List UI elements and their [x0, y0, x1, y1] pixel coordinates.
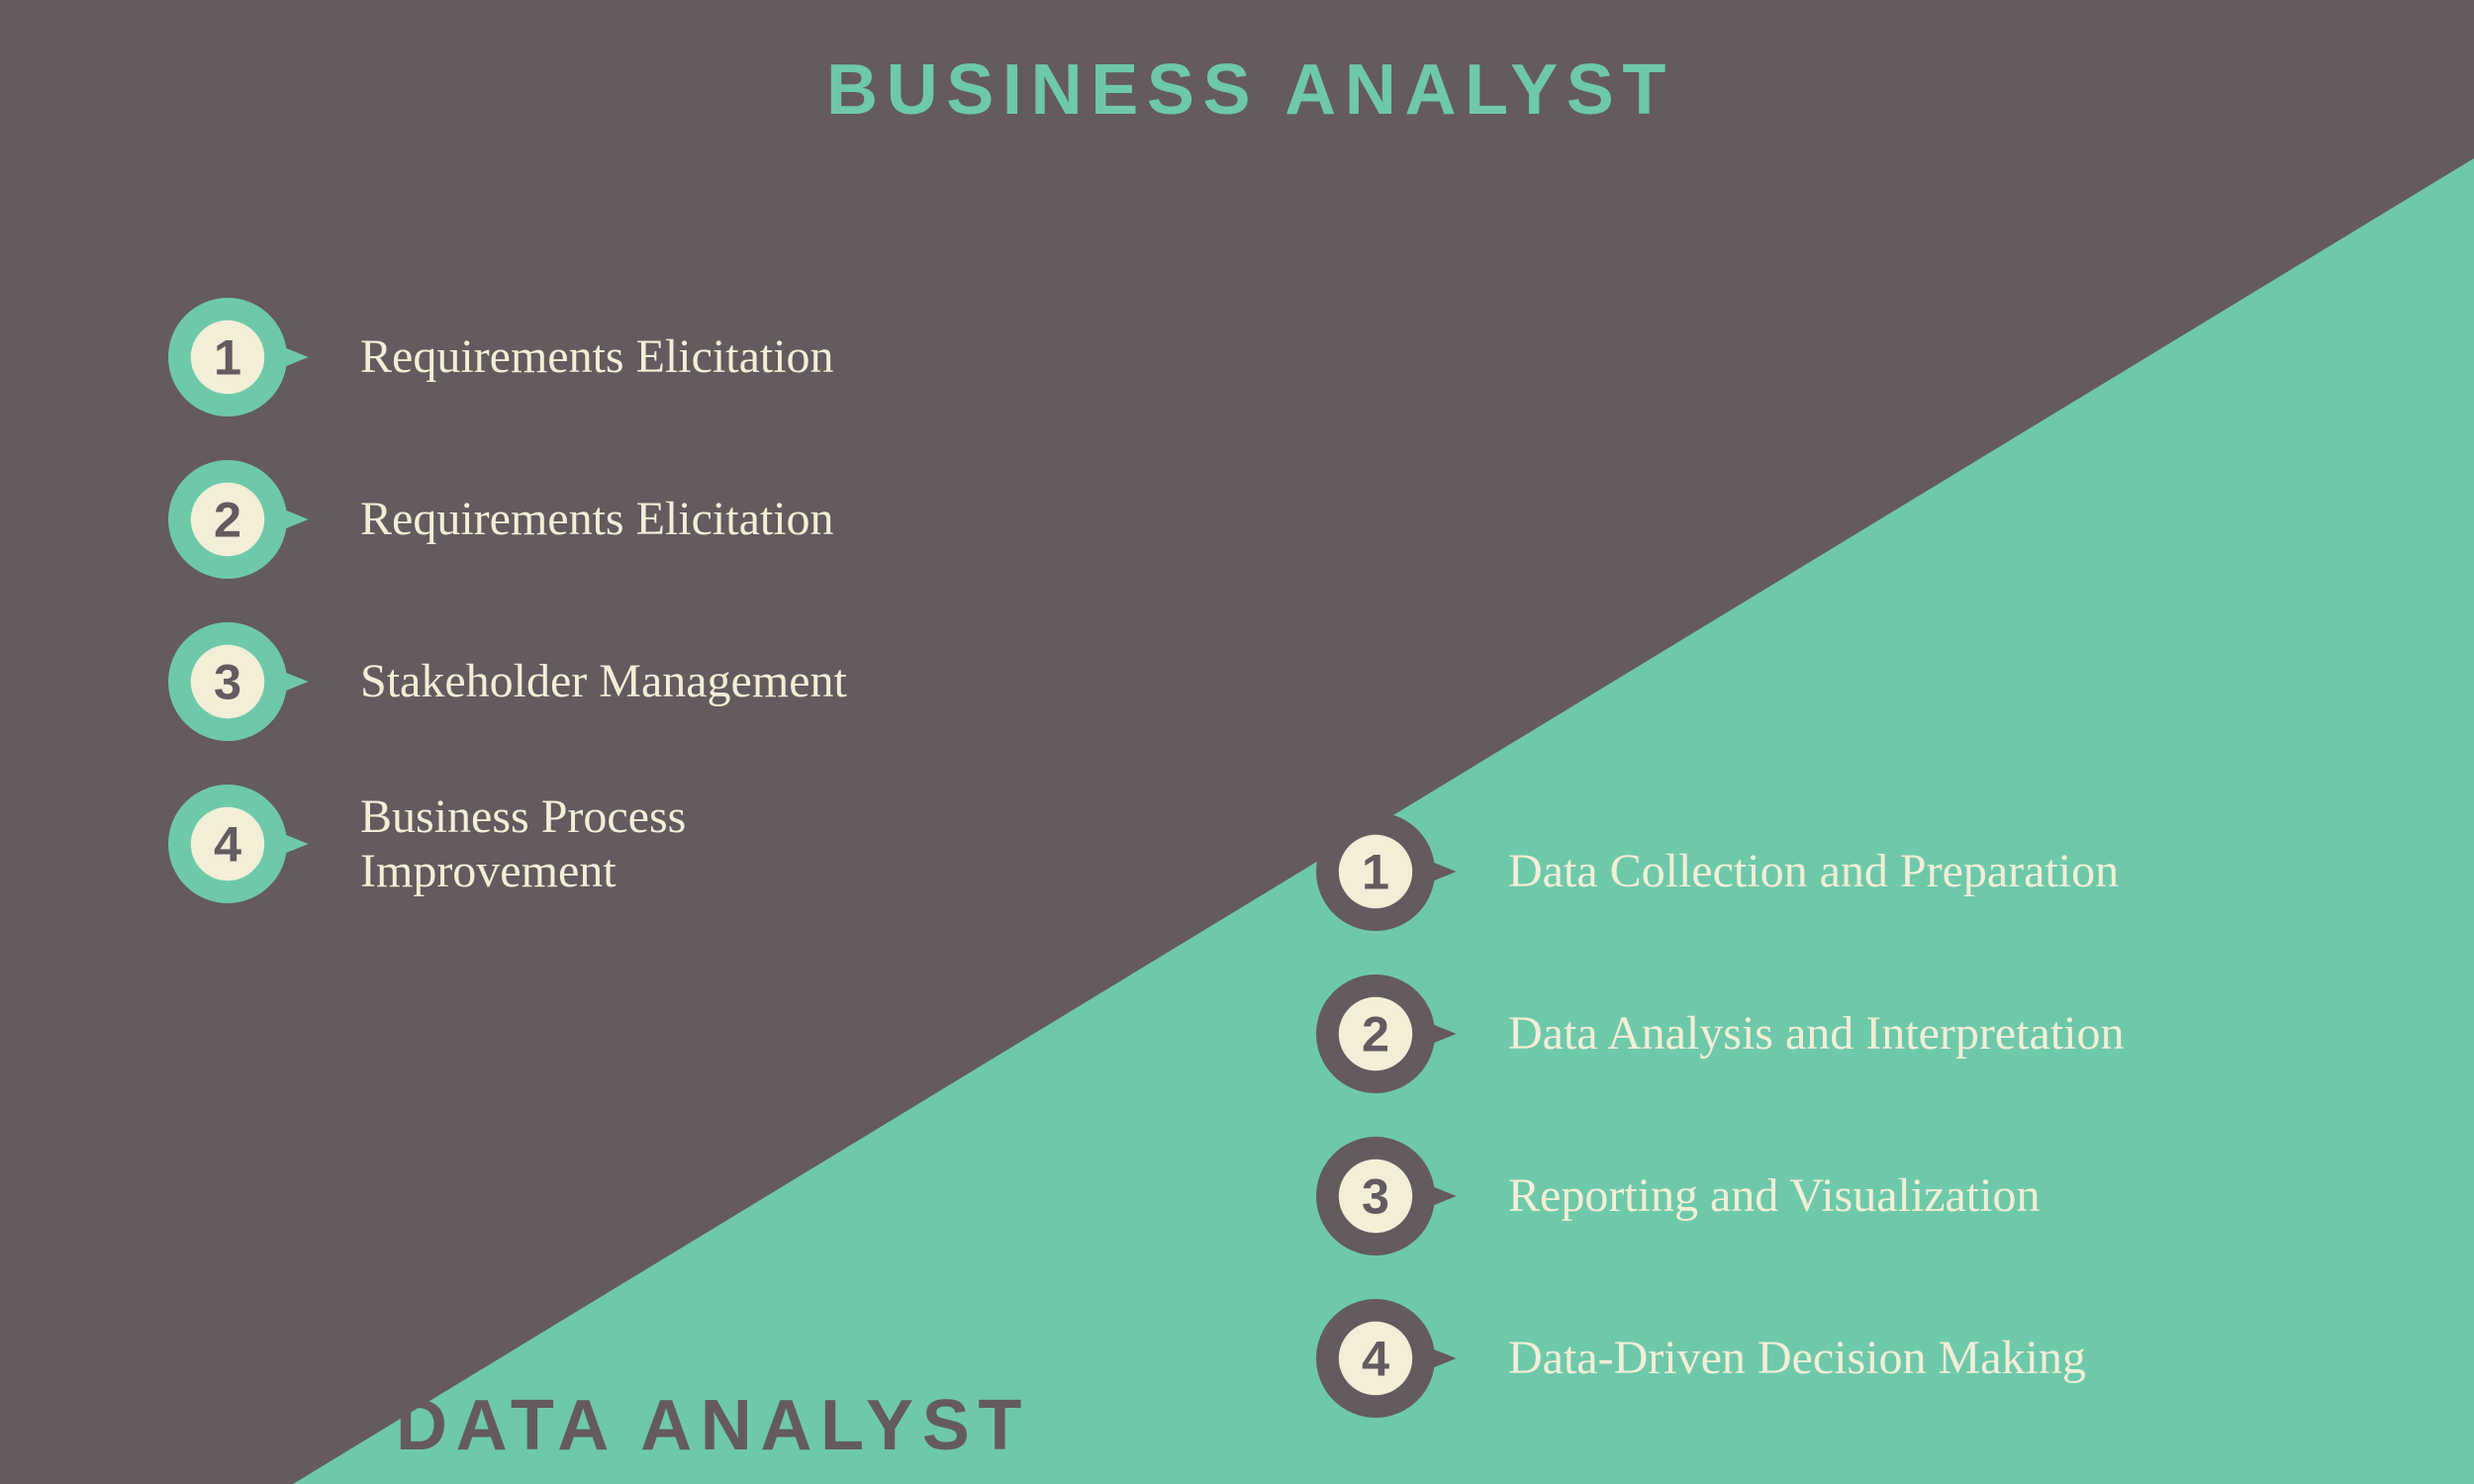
- data-analyst-item-label: Data Analysis and Interpretation: [1508, 1006, 2124, 1061]
- business-analyst-item-label: Business Process Improvement: [360, 789, 914, 898]
- business-analyst-item: 1 Requirements Elicitation: [168, 287, 914, 427]
- badge-number: 4: [214, 815, 241, 874]
- number-badge-icon: 4: [168, 785, 317, 903]
- business-analyst-item: 2 Requirements Elicitation: [168, 449, 914, 590]
- business-analyst-item-label: Requirements Elicitation: [360, 329, 834, 384]
- badge-number: 3: [1362, 1167, 1389, 1226]
- data-analyst-item: 1 Data Collection and Preparation: [1316, 801, 2124, 942]
- data-analyst-item-label: Data-Driven Decision Making: [1508, 1331, 2086, 1385]
- badge-number: 2: [1362, 1005, 1389, 1064]
- data-analyst-title: DATA ANALYST: [396, 1385, 1030, 1466]
- number-badge-icon: 2: [168, 460, 317, 579]
- business-analyst-item: 3 Stakeholder Management: [168, 611, 914, 752]
- badge-number: 3: [214, 653, 241, 711]
- data-analyst-item-label: Reporting and Visualization: [1508, 1168, 2040, 1223]
- data-analyst-item-label: Data Collection and Preparation: [1508, 844, 2119, 898]
- number-badge-icon: 3: [168, 622, 317, 741]
- data-analyst-item: 2 Data Analysis and Interpretation: [1316, 964, 2124, 1104]
- number-badge-icon: 3: [1316, 1137, 1465, 1255]
- data-analyst-list: 1 Data Collection and Preparation 2 Data A…: [1316, 801, 2124, 1429]
- badge-number: 2: [214, 491, 241, 549]
- business-analyst-title: BUSINESS ANALYST: [826, 49, 1674, 131]
- number-badge-icon: 1: [168, 298, 317, 417]
- infographic-canvas: BUSINESS ANALYST 1 Requirements Elicitati…: [0, 0, 2474, 1484]
- number-badge-icon: 2: [1316, 974, 1465, 1093]
- badge-number: 1: [1362, 843, 1389, 901]
- badge-number: 4: [1362, 1330, 1389, 1388]
- business-analyst-item-label: Requirements Elicitation: [360, 492, 834, 546]
- number-badge-icon: 1: [1316, 812, 1465, 931]
- business-analyst-list: 1 Requirements Elicitation 2 Requirements …: [168, 287, 914, 914]
- number-badge-icon: 4: [1316, 1299, 1465, 1418]
- badge-number: 1: [214, 328, 241, 387]
- data-analyst-item: 3 Reporting and Visualization: [1316, 1126, 2124, 1266]
- business-analyst-item-label: Stakeholder Management: [360, 654, 847, 708]
- business-analyst-item: 4 Business Process Improvement: [168, 774, 914, 914]
- data-analyst-item: 4 Data-Driven Decision Making: [1316, 1288, 2124, 1429]
